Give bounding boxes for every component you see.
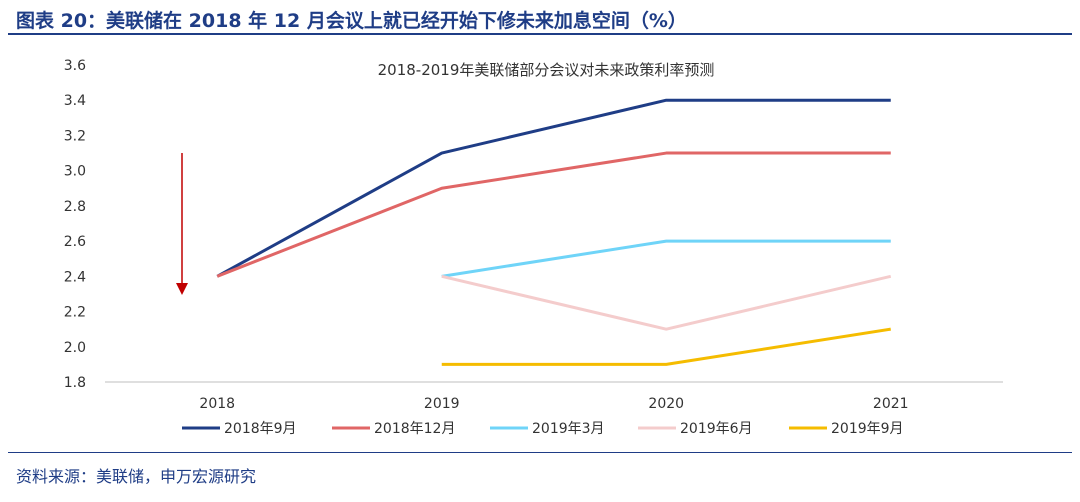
legend-label: 2019年6月 (680, 421, 753, 437)
source-divider (8, 452, 1072, 453)
y-tick-label: 3.4 (64, 93, 86, 109)
series-line-1 (216, 98, 891, 278)
y-tick-label: 2.0 (64, 340, 86, 356)
source-note: 资料来源：美联储，申万宏源研究 (16, 467, 257, 486)
y-tick-label: 2.8 (64, 199, 86, 215)
y-tick-label: 2.2 (64, 305, 86, 321)
series-line-5 (441, 327, 891, 366)
legend-label: 2019年3月 (532, 421, 605, 437)
x-tick-label: 2021 (873, 396, 909, 412)
series-line-3 (441, 239, 891, 278)
legend-label: 2018年12月 (374, 421, 455, 437)
legend-label: 2018年9月 (224, 421, 297, 437)
y-tick-label: 3.6 (64, 58, 86, 74)
x-tick-label: 2018 (199, 396, 235, 412)
series-line-2 (216, 151, 891, 278)
y-tick-label: 2.6 (64, 234, 86, 250)
legend-label: 2019年9月 (831, 421, 904, 437)
x-tick-label: 2020 (648, 396, 684, 412)
y-tick-label: 3.0 (64, 164, 86, 180)
y-tick-label: 2.4 (64, 269, 86, 285)
y-tick-label: 1.8 (64, 375, 86, 391)
figure-title: 图表 20：美联储在 2018 年 12 月会议上就已经开始下修未来加息空间（%… (16, 10, 687, 32)
title-divider (8, 33, 1072, 35)
chart-title: 2018-2019年美联储部分会议对未来政策利率预测 (378, 61, 715, 79)
x-tick-label: 2019 (424, 396, 460, 412)
y-tick-label: 3.2 (64, 128, 86, 144)
series-line-4 (441, 274, 892, 331)
down-arrow-icon (176, 282, 188, 295)
